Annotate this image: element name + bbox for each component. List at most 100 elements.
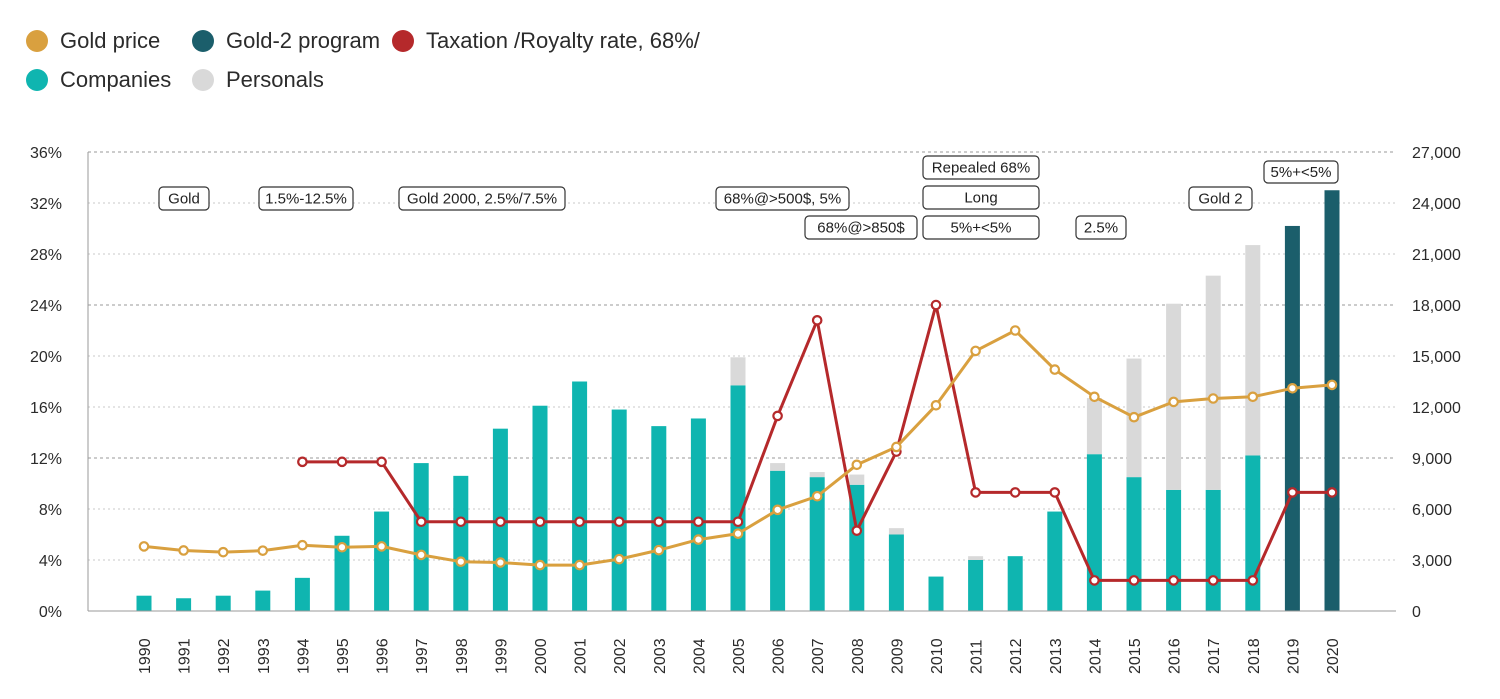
gold-price-point [415,549,427,561]
bar-gold-2 [1284,225,1300,611]
legend-item-companies[interactable]: Companies [26,67,171,93]
annotation-label: 68%@>850$ [817,220,905,237]
gold-price-point [495,557,506,568]
gold-price-point [376,541,387,552]
right-tick-label: 9,000 [1412,451,1452,468]
bar-companies [453,475,469,611]
gold-price-point [257,545,269,556]
bar-companies [294,577,310,611]
x-tick-label: 2015 [1127,638,1144,674]
bar-companies [374,511,390,611]
right-tick-label: 18,000 [1412,298,1461,315]
right-tick-label: 0 [1412,604,1421,621]
bar-personals [809,472,825,478]
taxation-point [1049,487,1061,498]
left-tick-label: 8% [39,502,62,519]
left-tick-label: 0% [39,604,62,621]
left-tick-label: 36% [30,145,62,162]
annotation-label: 1.5%-12.5% [265,191,347,208]
legend-label: Gold-2 program [226,28,381,53]
gold-price-point [811,490,823,502]
legend-companies-marker-icon [26,69,48,91]
x-tick-label: 1994 [295,638,312,674]
gold-price-point [178,545,189,556]
annotation-label: 5%+<5% [951,220,1012,237]
gold-price-point [653,544,665,556]
taxation-point [613,516,625,528]
legend-label: Taxation /Royalty rate, 68%/ [426,28,700,53]
bar-companies [176,598,192,611]
x-tick-label: 2013 [1048,638,1065,674]
legend-item-gold-2-program[interactable]: Gold-2 program [192,28,380,54]
gold-price-point [1089,391,1100,403]
taxation-point [930,299,942,311]
left-tick-label: 20% [30,349,62,366]
axes: 0% 4% 8% 12% 16% 20% 24% 28% 32% 36% 0 3,000 6,000 9,… [30,145,1461,674]
right-tick-label: 27,000 [1412,145,1461,162]
bar-companies [255,590,271,611]
bar-companies [1245,455,1261,611]
bar-personals [968,556,984,560]
annotation-label: 2.5% [1084,220,1118,237]
left-tick-label: 28% [30,247,62,264]
taxation-point [1168,575,1179,586]
gold-price-point [138,541,150,552]
bar-companies [1126,477,1142,611]
legend-item-gold-price[interactable]: Gold price [26,28,160,54]
legend: Gold price Gold-2 program Taxation /Roya… [0,0,1500,120]
taxation-point [574,516,585,528]
x-tick-label: 2009 [889,638,906,674]
annotation-box [804,215,918,240]
gold-price-point [455,556,467,567]
bar-companies [334,535,350,611]
annotation-label: Long [964,190,997,207]
bar-companies [215,595,231,611]
x-tick-label: 1991 [177,638,194,674]
x-tick-label: 2000 [533,638,550,674]
taxation-point [970,487,981,498]
bar-companies [611,409,627,611]
bar-personals [770,463,786,471]
x-tick-label: 1999 [493,638,510,674]
legend-taxation-marker-icon [392,30,414,52]
gold-price-point [732,528,744,539]
taxation-point [811,314,823,326]
legend-item-personals[interactable]: Personals [192,67,324,93]
annotation-box [158,186,210,211]
bar-companies [968,560,984,611]
x-tick-label: 2002 [612,638,629,674]
taxation-point [1089,575,1100,586]
taxation-point [297,456,308,468]
x-tick-label: 2006 [771,638,788,674]
bar-companies [572,381,588,611]
left-tick-label: 24% [30,298,62,315]
x-tick-label: 2011 [969,639,986,674]
bar-personals [849,474,865,485]
legend-item-taxation[interactable]: Taxation /Royalty rate, 68%/ [392,28,700,54]
taxation-point [653,516,665,528]
bar-personals [888,528,904,535]
bar-companies [413,463,429,611]
legend-personals-marker-icon [192,69,214,91]
annotation-box [922,155,1040,180]
x-tick-label: 2007 [810,638,827,674]
taxation-point [772,410,783,422]
x-tick-label: 2019 [1285,638,1302,674]
x-tick-label: 1995 [335,638,352,674]
x-tick-label: 2018 [1246,638,1263,674]
right-tick-label: 15,000 [1412,349,1461,366]
x-tick-label: 2003 [652,638,669,674]
bar-personals [1086,398,1102,455]
bar-personals [1205,275,1221,490]
taxation-point [336,456,348,468]
bar-companies [809,477,825,611]
taxation-point [1128,575,1140,586]
x-tick-label: 2001 [573,638,590,674]
legend-label: Personals [226,67,324,92]
bar-companies [1047,511,1063,611]
x-tick-label: 2005 [731,638,748,674]
gold-price-point [613,553,625,565]
x-tick-label: 2020 [1325,638,1342,674]
left-tick-label: 4% [39,553,62,570]
